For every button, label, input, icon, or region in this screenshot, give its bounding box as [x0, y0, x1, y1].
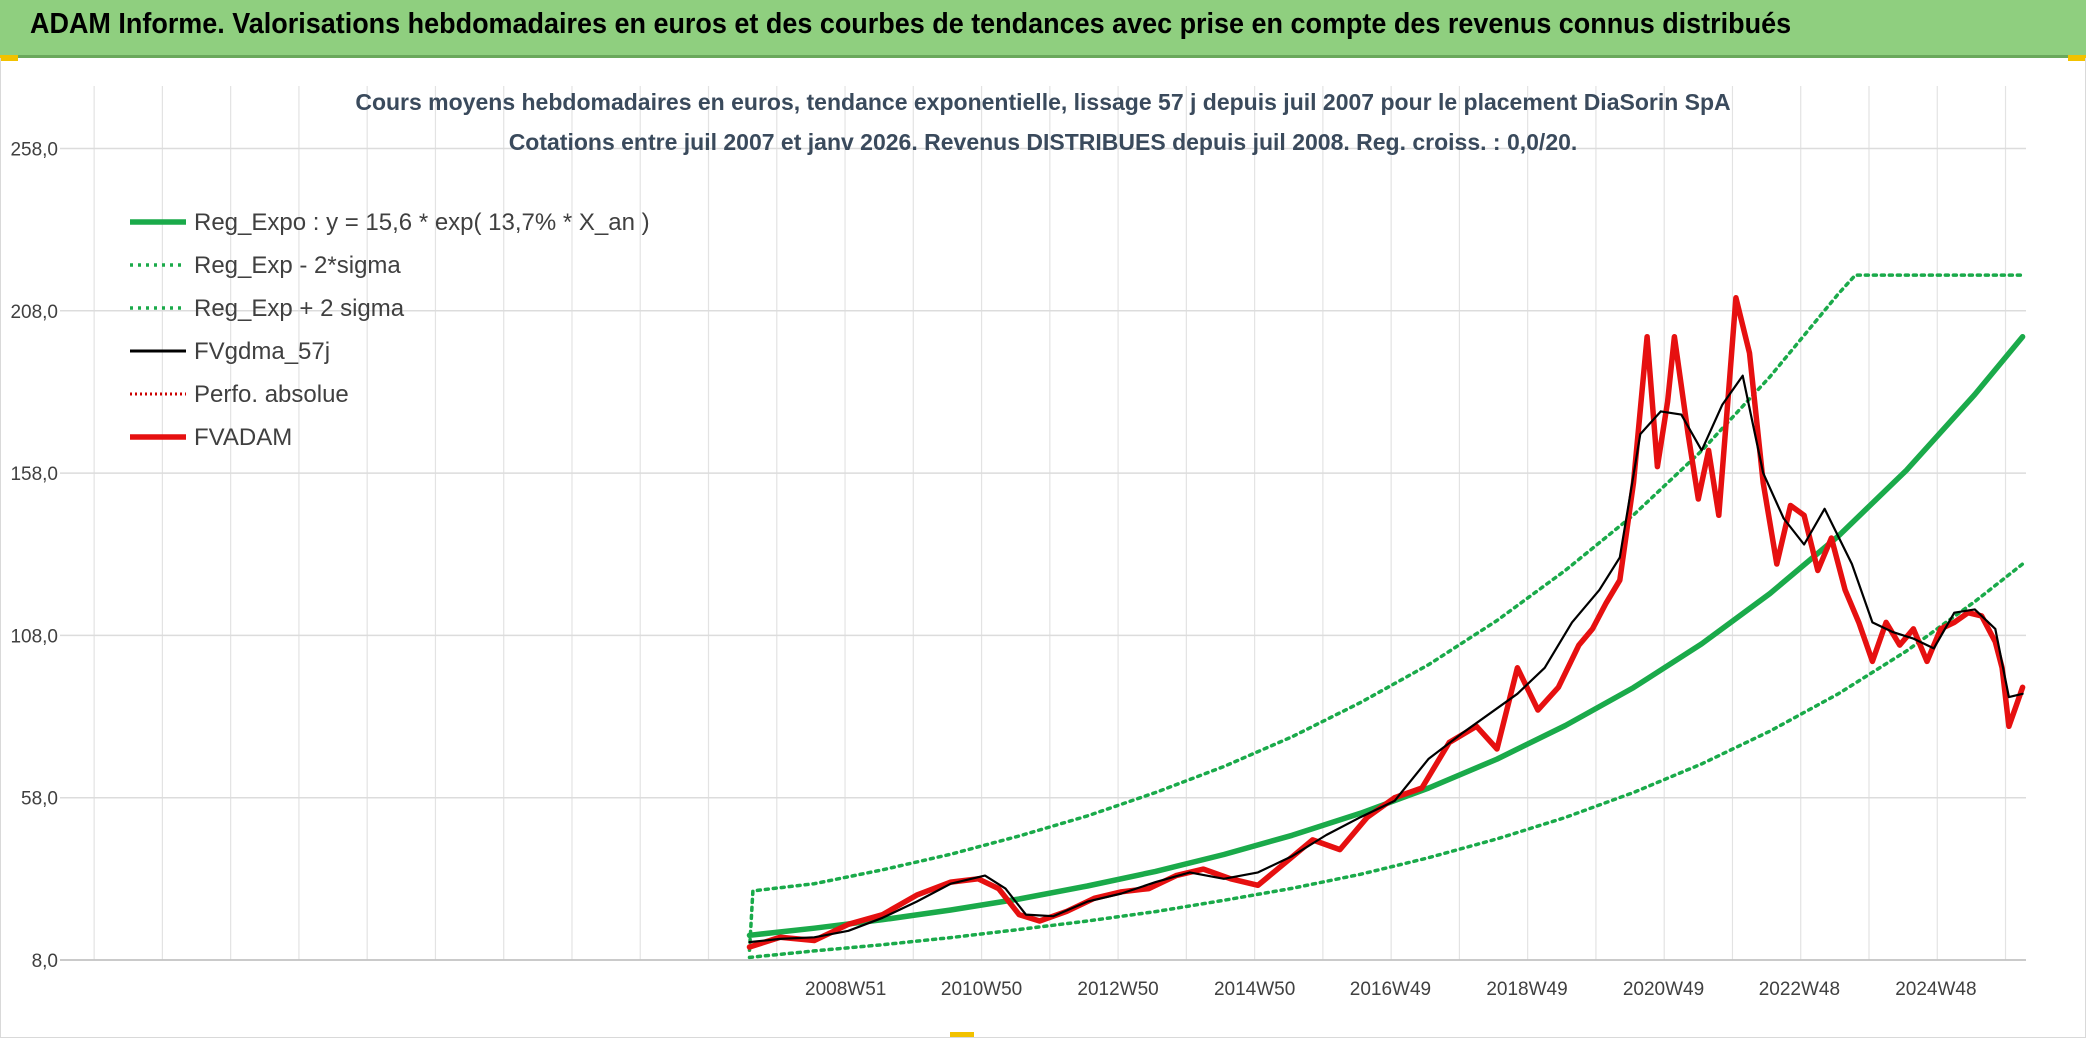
legend-label: Reg_Expo : y = 15,6 * exp( 13,7% * X_an …	[194, 209, 650, 236]
x-tick-label: 2016W49	[1350, 979, 1431, 1000]
chart-titles: Cours moyens hebdomadaires en euros, ten…	[355, 89, 1730, 155]
chart-subtitle: Cotations entre juil 2007 et janv 2026. …	[509, 129, 1578, 155]
y-tick-label: 258,0	[10, 139, 58, 160]
report-banner: ADAM Informe. Valorisations hebdomadaire…	[0, 0, 2086, 58]
y-tick-label: 208,0	[10, 302, 58, 323]
series-line-1	[747, 562, 2025, 960]
corner-marker-left	[0, 55, 18, 61]
series-line-5	[746, 295, 2026, 950]
x-tick-label: 2010W50	[941, 979, 1022, 1000]
x-tick-label: 2022W48	[1759, 979, 1840, 1000]
legend-label: FVADAM	[194, 424, 292, 451]
chart-series	[746, 273, 2026, 960]
chart-title: Cours moyens hebdomadaires en euros, ten…	[355, 89, 1730, 115]
legend-label: Reg_Exp + 2 sigma	[194, 295, 405, 322]
report-title: ADAM Informe. Valorisations hebdomadaire…	[30, 8, 1792, 40]
corner-marker-right	[2068, 55, 2086, 61]
chart-grid	[60, 86, 2026, 961]
y-tick-label: 108,0	[10, 626, 58, 647]
y-tick-label: 58,0	[21, 789, 58, 810]
legend-label: FVgdma_57j	[194, 338, 330, 365]
x-tick-label: 2024W48	[1895, 979, 1976, 1000]
y-tick-label: 8,0	[32, 951, 58, 972]
legend-label: Perfo. absolue	[194, 381, 349, 408]
chart-legend: Reg_Expo : y = 15,6 * exp( 13,7% * X_an …	[130, 209, 650, 451]
x-tick-label: 2012W50	[1077, 979, 1158, 1000]
bottom-marker	[950, 1032, 974, 1038]
x-tick-label: 2014W50	[1214, 979, 1295, 1000]
series-line-3	[748, 374, 2024, 944]
y-tick-label: 158,0	[10, 464, 58, 485]
chart-canvas: 8,0 58,0 108,0 158,0 208,0 258,0 2008W51 2010W…	[10, 86, 2026, 1000]
x-axis-ticks: 2008W51 2010W50 2012W50 2014W50 2016W49 2018W…	[805, 979, 1977, 1000]
x-tick-label: 2008W51	[805, 979, 886, 1000]
x-tick-label: 2018W49	[1486, 979, 1567, 1000]
series-line-2	[747, 273, 2025, 953]
legend-label: Reg_Exp - 2*sigma	[194, 252, 401, 279]
y-axis-ticks: 8,0 58,0 108,0 158,0 208,0 258,0	[10, 139, 58, 972]
x-tick-label: 2020W49	[1623, 979, 1704, 1000]
